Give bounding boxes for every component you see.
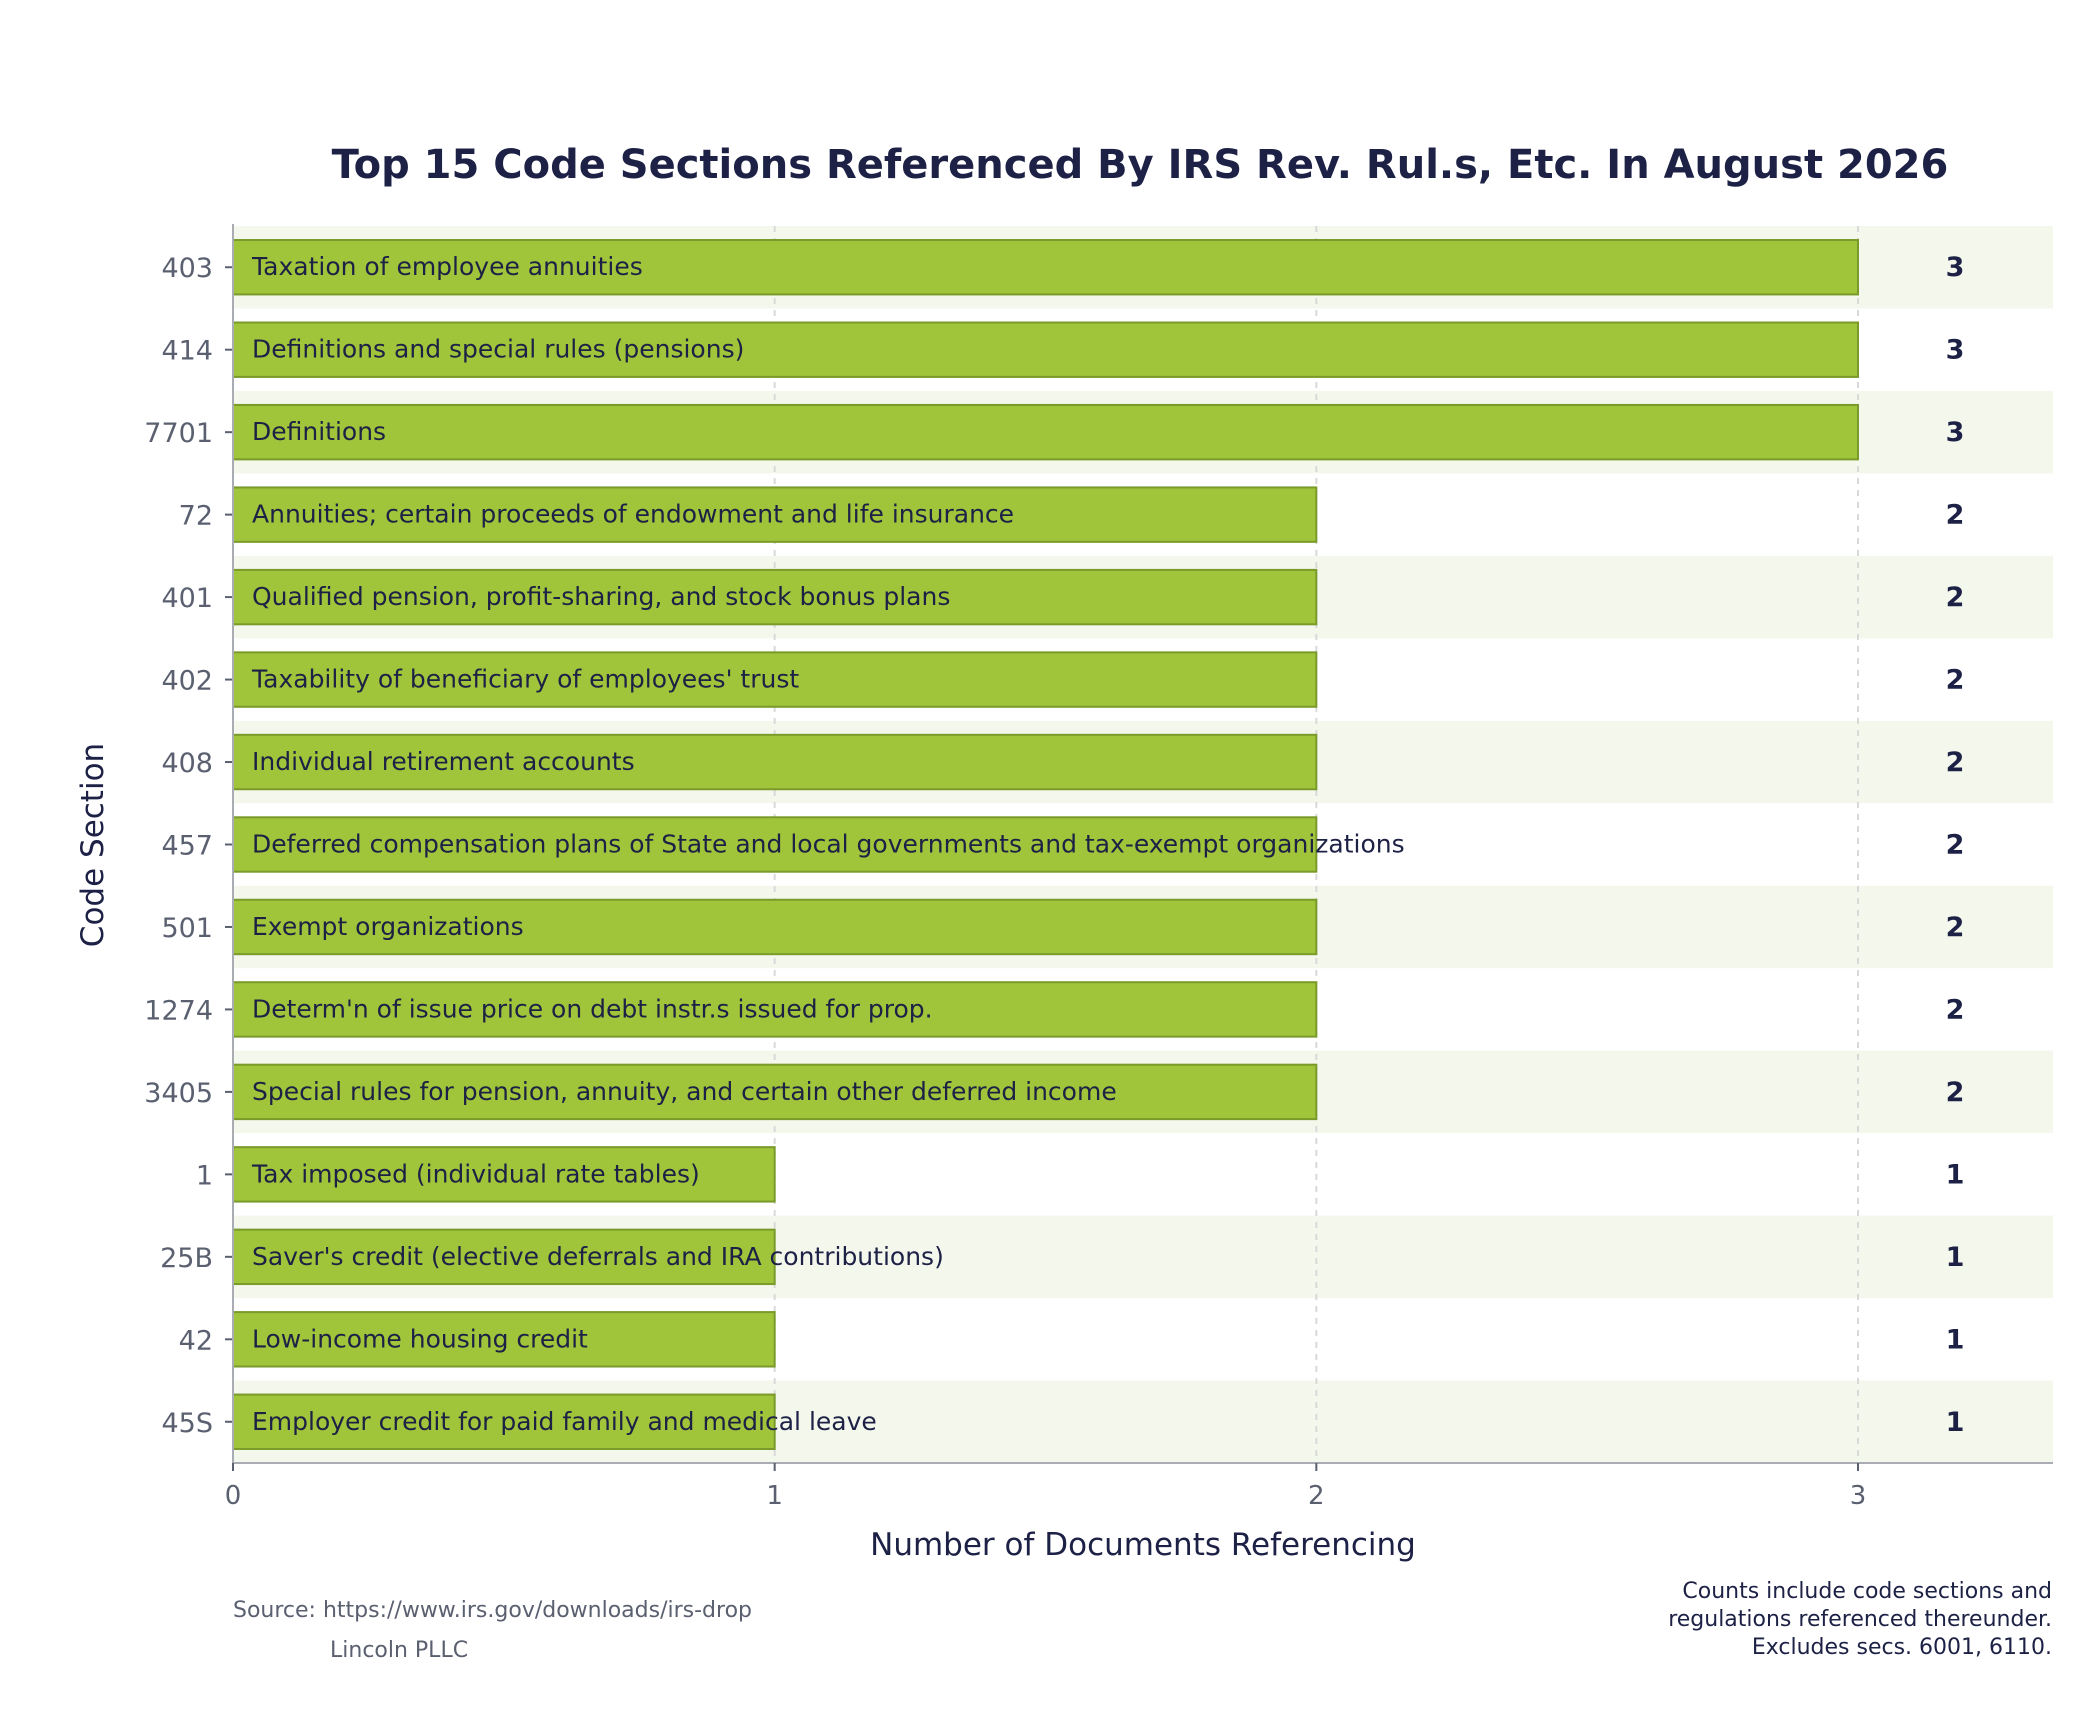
x-tick-label: 0 bbox=[225, 1481, 242, 1511]
value-label: 2 bbox=[1946, 1077, 1965, 1108]
footnote-line: Counts include code sections and bbox=[1682, 1579, 2052, 1604]
y-tick-label: 402 bbox=[161, 666, 213, 697]
value-label: 2 bbox=[1946, 747, 1965, 778]
bar bbox=[232, 1146, 776, 1203]
y-tick-label: 414 bbox=[161, 336, 213, 367]
bar-description: Special rules for pension, annuity, and … bbox=[252, 1077, 1117, 1106]
bar bbox=[232, 1393, 776, 1450]
bar bbox=[232, 898, 1318, 956]
bar-description: Individual retirement accounts bbox=[252, 747, 635, 776]
y-tick-label: 501 bbox=[161, 913, 213, 944]
y-tick-label: 1 bbox=[196, 1160, 213, 1191]
value-label: 3 bbox=[1946, 335, 1965, 366]
y-tick-label: 1274 bbox=[144, 995, 213, 1026]
bar bbox=[232, 1228, 776, 1286]
y-tick-label: 457 bbox=[161, 831, 213, 862]
bar bbox=[232, 239, 1859, 296]
bar-description: Annuities; certain proceeds of endowment… bbox=[252, 500, 1014, 529]
y-tick-label: 45S bbox=[162, 1408, 214, 1439]
footnote: Counts include code sections and regulat… bbox=[1532, 1578, 2052, 1662]
value-label: 2 bbox=[1946, 830, 1965, 861]
bar bbox=[232, 486, 1318, 543]
value-label: 3 bbox=[1946, 252, 1965, 283]
y-tick-label: 401 bbox=[161, 583, 213, 614]
value-label: 2 bbox=[1946, 912, 1965, 943]
value-label: 2 bbox=[1946, 665, 1965, 696]
x-tick-label: 1 bbox=[766, 1481, 783, 1511]
y-tick-label: 403 bbox=[161, 253, 213, 284]
value-label: 1 bbox=[1946, 1242, 1965, 1273]
y-tick-label: 7701 bbox=[144, 418, 213, 449]
bar-description: Determ'n of issue price on debt instr.s … bbox=[252, 994, 933, 1023]
bar-description: Tax imposed (individual rate tables) bbox=[251, 1159, 700, 1188]
x-axis-label: Number of Documents Referencing bbox=[870, 1527, 1416, 1563]
x-tick-label: 2 bbox=[1308, 1481, 1325, 1511]
y-axis-label: Code Section bbox=[75, 743, 111, 947]
value-label: 2 bbox=[1946, 994, 1965, 1025]
value-label: 1 bbox=[1946, 1159, 1965, 1190]
y-tick-label: 25B bbox=[160, 1243, 213, 1274]
value-label: 1 bbox=[1946, 1324, 1965, 1355]
bar-description: Saver's credit (elective deferrals and I… bbox=[252, 1242, 944, 1271]
credit-note: Lincoln PLLC bbox=[330, 1638, 469, 1663]
chart-title: Top 15 Code Sections Referenced By IRS R… bbox=[332, 142, 1949, 188]
bar bbox=[232, 816, 1318, 873]
y-tick-label: 3405 bbox=[144, 1078, 213, 1109]
x-tick-label: 3 bbox=[1850, 1481, 1867, 1511]
bar bbox=[232, 1311, 776, 1368]
footnote-line: Excludes secs. 6001, 6110. bbox=[1751, 1635, 2052, 1660]
bar bbox=[232, 733, 1318, 791]
bar bbox=[232, 403, 1859, 461]
y-tick-label: 42 bbox=[179, 1325, 213, 1356]
y-tick-label: 72 bbox=[179, 501, 213, 532]
bar-description: Deferred compensation plans of State and… bbox=[252, 830, 1405, 859]
bar-description: Exempt organizations bbox=[252, 912, 524, 941]
value-label: 3 bbox=[1946, 417, 1965, 448]
bar-description: Employer credit for paid family and medi… bbox=[252, 1407, 877, 1436]
bar bbox=[232, 981, 1318, 1038]
bar-description: Taxability of beneficiary of employees' … bbox=[251, 665, 799, 694]
value-label: 2 bbox=[1946, 500, 1965, 531]
bar-description: Taxation of employee annuities bbox=[251, 252, 643, 281]
value-label: 2 bbox=[1946, 582, 1965, 613]
bar bbox=[232, 1063, 1318, 1121]
bar-description: Definitions bbox=[252, 417, 386, 446]
bar-description: Definitions and special rules (pensions) bbox=[252, 335, 744, 364]
value-label: 1 bbox=[1946, 1407, 1965, 1438]
footnote-line: regulations referenced thereunder. bbox=[1668, 1607, 2052, 1632]
bar-description: Qualified pension, profit-sharing, and s… bbox=[252, 582, 950, 611]
y-tick-label: 408 bbox=[161, 748, 213, 779]
bar-description: Low-income housing credit bbox=[252, 1324, 588, 1353]
source-note: Source: https://www.irs.gov/downloads/ir… bbox=[233, 1598, 753, 1623]
